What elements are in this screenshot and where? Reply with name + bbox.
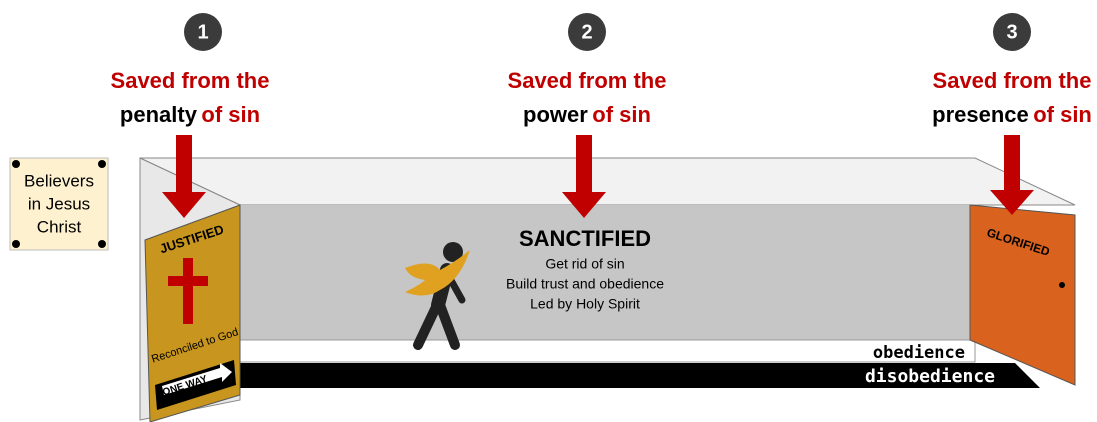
step-word: presence xyxy=(932,102,1029,127)
step-number: 3 xyxy=(1006,21,1017,43)
cross xyxy=(183,258,193,324)
sanctified-title: SANCTIFIED xyxy=(519,226,651,251)
sanctified-line: Get rid of sin xyxy=(545,256,624,272)
track-upper: obedience xyxy=(873,343,965,363)
step-number: 1 xyxy=(197,21,208,43)
step-line: Saved from the xyxy=(933,68,1092,93)
door-knob xyxy=(1059,282,1065,288)
pin xyxy=(98,240,106,248)
cross xyxy=(168,276,208,286)
sanctified-line: Led by Holy Spirit xyxy=(530,296,640,312)
step-suffix: of sin xyxy=(201,102,260,127)
pin xyxy=(12,160,20,168)
ceiling xyxy=(140,158,1075,205)
sign-line: Christ xyxy=(37,217,82,236)
step-line: presence of sin xyxy=(932,102,1092,127)
step-line: Saved from the xyxy=(508,68,667,93)
sanctified-line: Build trust and obedience xyxy=(506,276,664,292)
step-number: 2 xyxy=(581,21,592,43)
sign-line: in Jesus xyxy=(28,194,90,213)
pin xyxy=(98,160,106,168)
pin xyxy=(12,240,20,248)
sign-line: Believers xyxy=(24,171,94,190)
track-lower: disobedience xyxy=(865,366,995,387)
step-line: penalty of sin xyxy=(120,102,260,127)
step-suffix: of sin xyxy=(592,102,651,127)
step-word: penalty xyxy=(120,102,198,127)
step-suffix: of sin xyxy=(1033,102,1092,127)
glorified-door xyxy=(970,205,1075,385)
diagram: obedience disobedience JUSTIFIED Reconci… xyxy=(0,0,1097,422)
step-word: power xyxy=(523,102,588,127)
step-line: Saved from the xyxy=(111,68,270,93)
floor xyxy=(240,340,975,362)
step-line: power of sin xyxy=(523,102,651,127)
